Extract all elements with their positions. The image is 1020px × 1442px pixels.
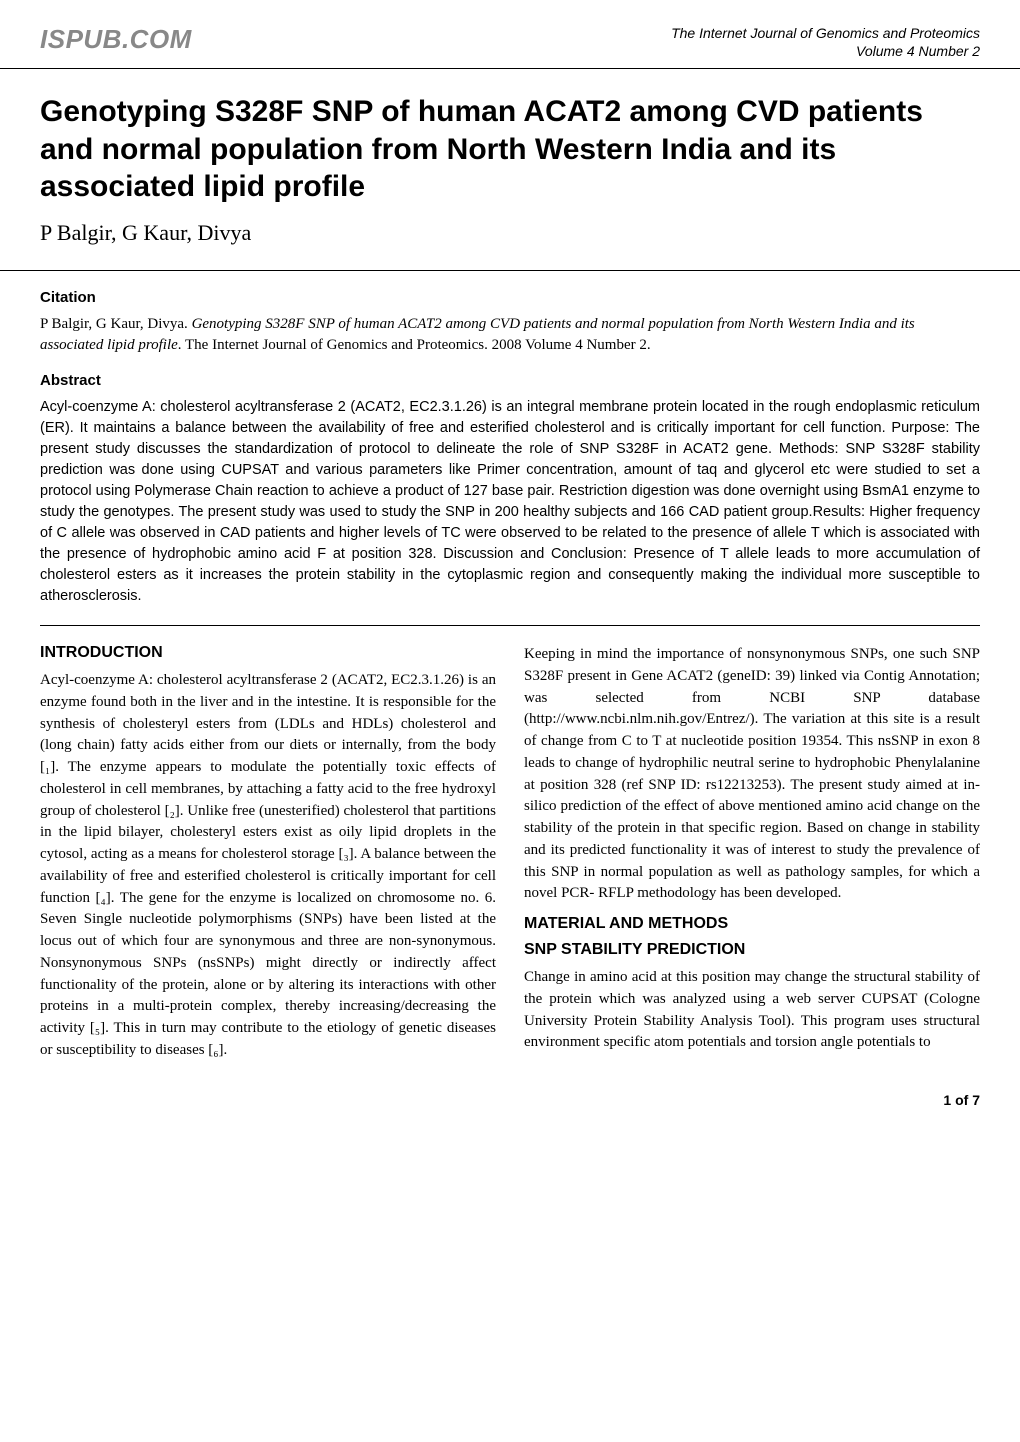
- page-footer: 1 of 7: [0, 1084, 1020, 1132]
- column-right: Keeping in mind the importance of nonsyn…: [524, 644, 980, 1072]
- article-title: Genotyping S328F SNP of human ACAT2 amon…: [40, 93, 980, 206]
- two-column-body: INTRODUCTION Acyl-coenzyme A: cholestero…: [0, 626, 1020, 1084]
- article-authors: P Balgir, G Kaur, Divya: [40, 220, 980, 246]
- citation-text: P Balgir, G Kaur, Divya. Genotyping S328…: [40, 314, 980, 356]
- column-left: INTRODUCTION Acyl-coenzyme A: cholestero…: [40, 644, 496, 1072]
- citation-authors: P Balgir, G Kaur, Divya.: [40, 316, 192, 332]
- citation-heading: Citation: [40, 289, 980, 306]
- intro-body-right: Keeping in mind the importance of nonsyn…: [524, 644, 980, 905]
- snp-stability-heading: SNP STABILITY PREDICTION: [524, 941, 980, 959]
- intro-heading: INTRODUCTION: [40, 644, 496, 662]
- journal-brand: ISPUB.COM: [40, 24, 192, 55]
- meta-block: Citation P Balgir, G Kaur, Divya. Genoty…: [0, 271, 1020, 607]
- snp-body: Change in amino acid at this position ma…: [524, 967, 980, 1054]
- page-number: 1 of 7: [943, 1092, 980, 1108]
- journal-name: The Internet Journal of Genomics and Pro…: [671, 24, 980, 42]
- material-methods-heading: MATERIAL AND METHODS: [524, 915, 980, 933]
- intro-body-left: Acyl-coenzyme A: cholesterol acyltransfe…: [40, 670, 496, 1062]
- citation-tail: . The Internet Journal of Genomics and P…: [178, 337, 651, 353]
- title-block: Genotyping S328F SNP of human ACAT2 amon…: [0, 69, 1020, 271]
- abstract-heading: Abstract: [40, 372, 980, 389]
- abstract-text: Acyl-coenzyme A: cholesterol acyltransfe…: [40, 397, 980, 607]
- journal-volume: Volume 4 Number 2: [671, 42, 980, 60]
- journal-meta: The Internet Journal of Genomics and Pro…: [671, 24, 980, 60]
- header-bar: ISPUB.COM The Internet Journal of Genomi…: [0, 0, 1020, 69]
